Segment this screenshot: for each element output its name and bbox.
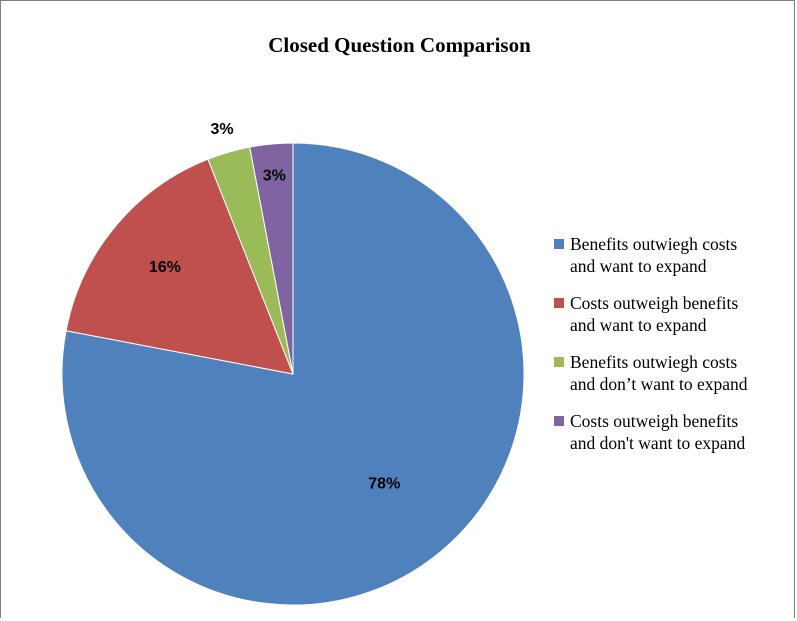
- legend: Benefits outwiegh costs and want to expa…: [554, 233, 794, 469]
- pie-data-labels: 78% 16% 3% 3%: [149, 121, 400, 492]
- legend-label: and don’t want to expand: [570, 374, 748, 394]
- pie-slices: [61, 142, 525, 606]
- legend-item: Costs outweigh benefits and want to expa…: [554, 292, 794, 336]
- chart-title: Closed Question Comparison: [268, 33, 531, 57]
- legend-item: Benefits outwiegh costs and want to expa…: [554, 233, 794, 277]
- legend-swatch: [554, 298, 564, 308]
- legend-label: Benefits outwiegh costs: [570, 352, 738, 372]
- pie-slice: [65, 158, 294, 375]
- legend-label: Costs outweigh benefits: [570, 293, 739, 313]
- legend-item: Benefits outwiegh costs and don’t want t…: [554, 351, 794, 395]
- pie-data-label: 3%: [263, 167, 286, 184]
- legend-swatch: [554, 416, 564, 426]
- legend-label: and want to expand: [570, 256, 707, 276]
- legend-label: Benefits outwiegh costs: [570, 234, 738, 254]
- legend-item: Costs outweigh benefits and don't want t…: [554, 410, 794, 454]
- legend-swatch: [554, 239, 564, 249]
- pie-data-label: 3%: [211, 121, 234, 138]
- legend-label: Costs outweigh benefits: [570, 411, 739, 431]
- pie-data-label: 78%: [368, 476, 400, 493]
- pie-data-label: 16%: [149, 259, 181, 276]
- legend-label: and don't want to expand: [570, 433, 746, 453]
- legend-label: and want to expand: [570, 315, 707, 335]
- pie-slice: [249, 142, 294, 375]
- legend-swatch: [554, 357, 564, 367]
